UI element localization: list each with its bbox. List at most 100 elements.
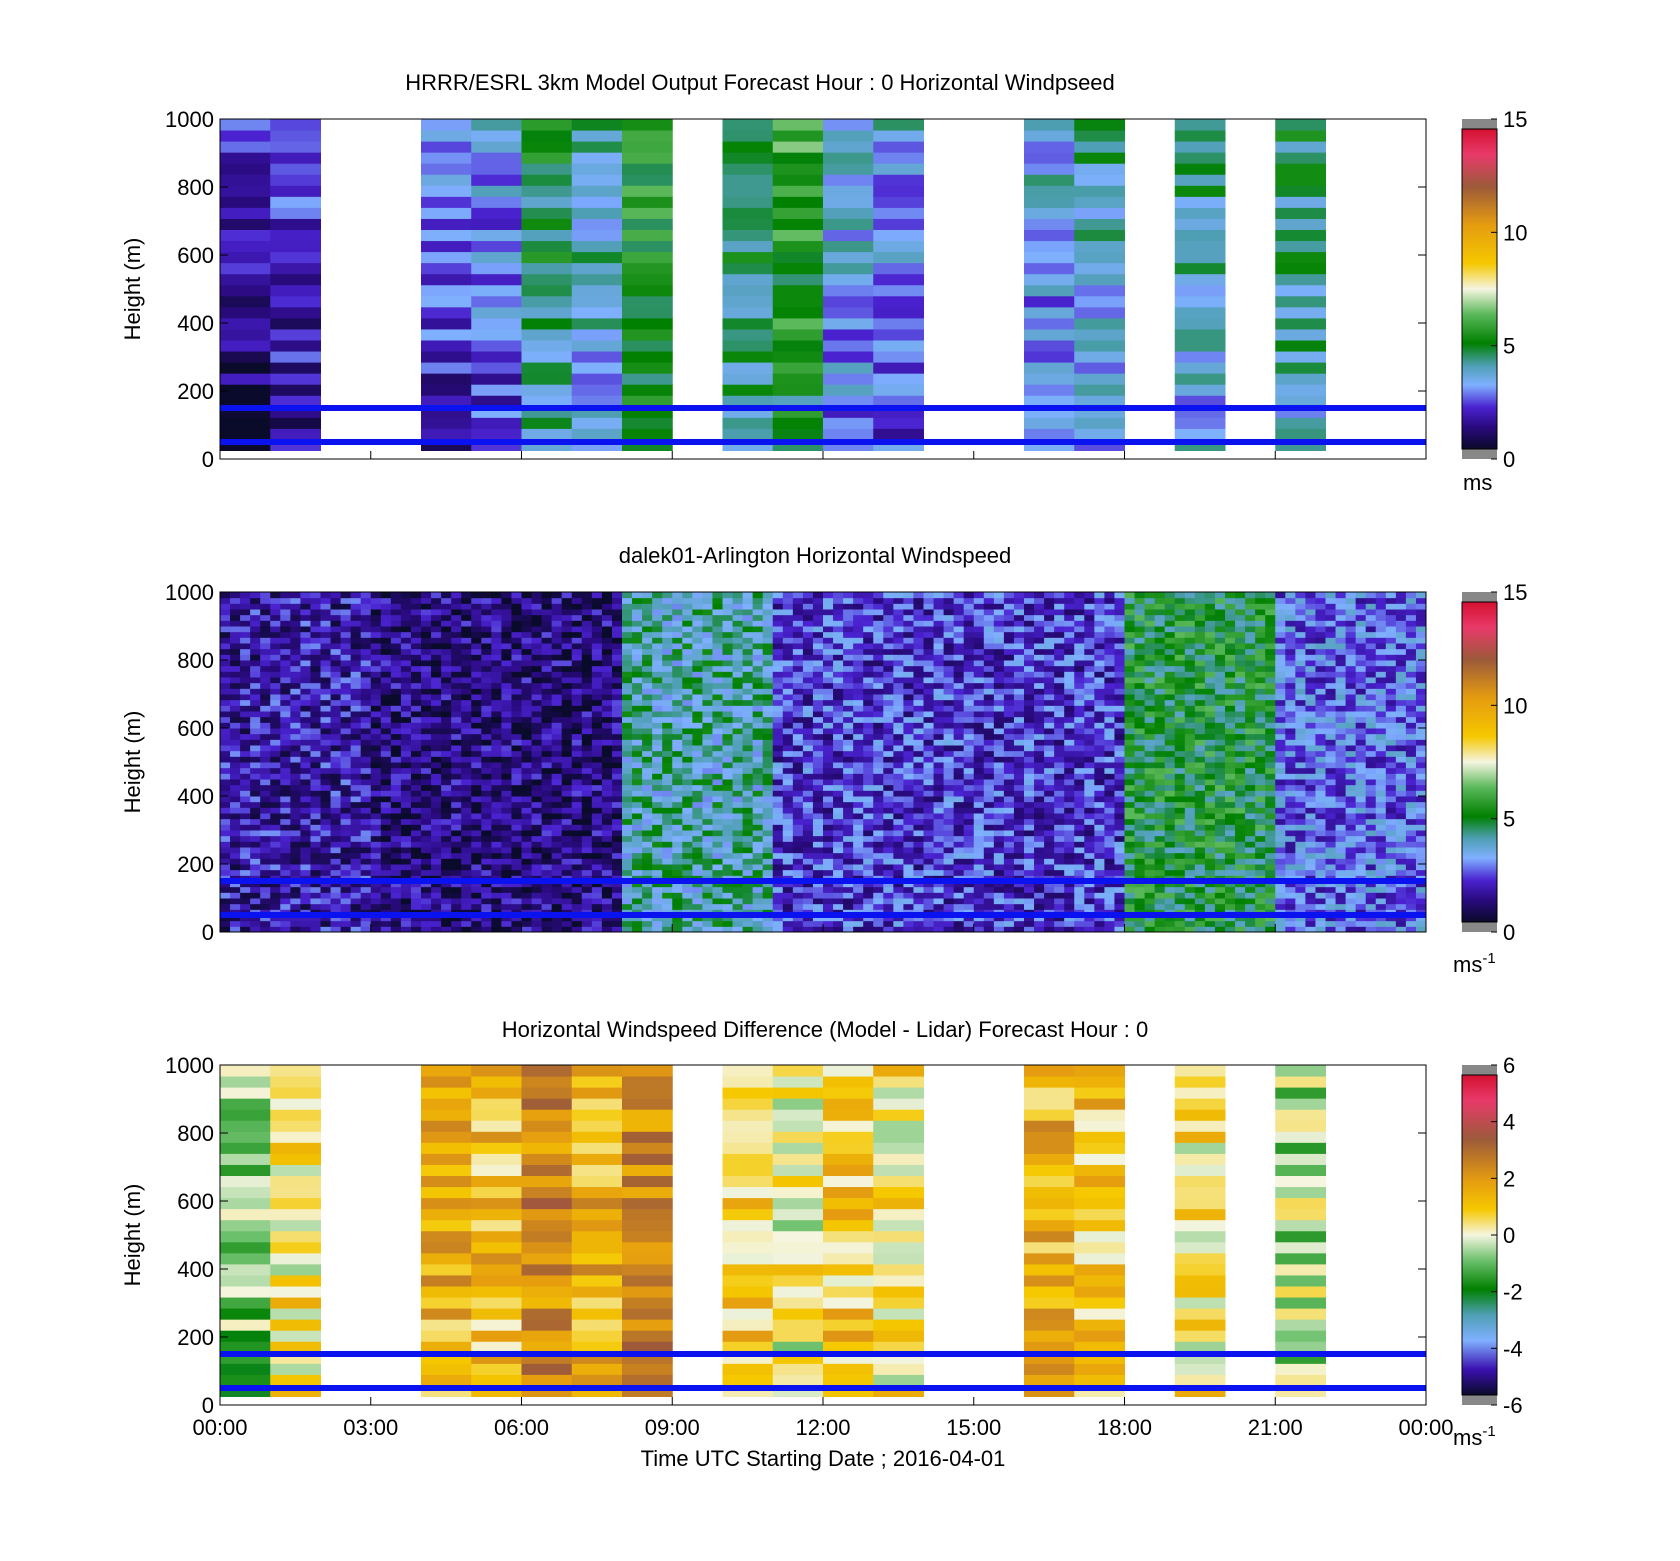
heatmap-cell: [742, 626, 754, 633]
heatmap-cell: [762, 699, 774, 706]
heatmap-cell: [772, 384, 824, 396]
heatmap-cell: [320, 796, 332, 803]
heatmap-cell: [662, 626, 673, 633]
heatmap-cell: [611, 603, 623, 610]
heatmap-cell: [290, 671, 301, 678]
heatmap-cell: [511, 847, 522, 854]
heatmap-cell: [913, 898, 924, 905]
heatmap-cell: [431, 773, 442, 780]
heatmap-cell: [672, 733, 683, 740]
heatmap-cell: [742, 841, 754, 848]
heatmap-cell: [963, 807, 975, 814]
heatmap-cell: [521, 273, 573, 286]
heatmap-cell: [893, 847, 904, 854]
heatmap-cell: [541, 841, 553, 848]
heatmap-cell: [481, 671, 492, 678]
heatmap-cell: [772, 790, 784, 797]
heatmap-cell: [431, 711, 442, 718]
heatmap-cell: [280, 898, 291, 905]
heatmap-cell: [622, 869, 633, 876]
heatmap-cell: [672, 886, 683, 893]
heatmap-cell: [752, 660, 764, 667]
heatmap-cell: [250, 920, 261, 927]
heatmap-cell: [260, 807, 271, 814]
heatmap-cell: [873, 207, 924, 219]
heatmap-cell: [662, 716, 673, 723]
heatmap-cell: [601, 852, 613, 859]
heatmap-cell: [873, 767, 884, 774]
heatmap-cell: [752, 903, 764, 910]
heatmap-cell: [250, 643, 261, 650]
heatmap-cell: [561, 915, 573, 922]
heatmap-cell: [752, 852, 764, 859]
heatmap-cell: [853, 869, 864, 876]
heatmap-cell: [953, 592, 965, 599]
heatmap-cell: [310, 722, 321, 729]
heatmap-cell: [802, 631, 814, 638]
heatmap-cell: [863, 779, 874, 786]
heatmap-cell: [622, 328, 673, 341]
heatmap-cell: [622, 351, 673, 363]
heatmap-cell: [692, 716, 703, 723]
heatmap-cell: [662, 881, 673, 888]
heatmap-cell: [812, 643, 824, 650]
heatmap-cell: [833, 847, 844, 854]
heatmap-cell: [571, 852, 583, 859]
heatmap-cell: [611, 631, 623, 638]
heatmap-cell: [792, 920, 804, 927]
heatmap-cell: [622, 926, 633, 933]
heatmap-cell: [833, 767, 844, 774]
heatmap-cell: [340, 660, 352, 667]
heatmap-cell: [622, 119, 673, 131]
heatmap-cell: [652, 864, 663, 871]
heatmap-cell: [802, 835, 814, 842]
heatmap-cell: [280, 711, 291, 718]
heatmap-cell: [300, 835, 311, 842]
heatmap-cell: [481, 643, 492, 650]
heatmap-cell: [802, 767, 814, 774]
heatmap-cell: [702, 739, 713, 746]
heatmap-cell: [340, 626, 352, 633]
heatmap-cell: [823, 609, 834, 616]
heatmap-cell: [220, 340, 271, 352]
heatmap-cell: [712, 665, 723, 672]
heatmap-cell: [692, 813, 703, 820]
heatmap-cell: [652, 603, 663, 610]
heatmap-cell: [250, 626, 261, 633]
heatmap-cell: [893, 682, 904, 689]
heatmap-cell: [772, 626, 784, 633]
heatmap-cell: [873, 790, 884, 797]
heatmap-cell: [370, 773, 382, 780]
heatmap-cell: [531, 813, 543, 820]
heatmap-cell: [561, 654, 573, 661]
heatmap-cell: [712, 796, 723, 803]
heatmap-cell: [1024, 351, 1075, 363]
heatmap-cell: [682, 643, 693, 650]
heatmap-cell: [421, 903, 432, 910]
heatmap-cell: [260, 688, 271, 695]
heatmap-cell: [823, 417, 874, 429]
heatmap-cell: [652, 835, 663, 842]
heatmap-cell: [370, 722, 382, 729]
heatmap-cell: [260, 626, 271, 633]
heatmap-cell: [632, 790, 643, 797]
heatmap-cell: [611, 830, 623, 837]
heatmap-cell: [772, 699, 784, 706]
heatmap-cell: [511, 665, 522, 672]
heatmap-cell: [410, 739, 422, 746]
heatmap-cell: [782, 801, 794, 808]
heatmap-cell: [320, 677, 332, 684]
heatmap-cell: [823, 864, 834, 871]
heatmap-cell: [933, 801, 945, 808]
heatmap-cell: [782, 665, 794, 672]
heatmap-cell: [260, 796, 271, 803]
heatmap-cell: [260, 722, 271, 729]
heatmap-cell: [591, 813, 603, 820]
heatmap-cell: [632, 660, 643, 667]
heatmap-cell: [400, 767, 412, 774]
heatmap-cell: [250, 807, 261, 814]
heatmap-cell: [511, 892, 522, 899]
heatmap-cell: [471, 784, 482, 791]
heatmap-cell: [541, 886, 553, 893]
heatmap-cell: [400, 898, 412, 905]
